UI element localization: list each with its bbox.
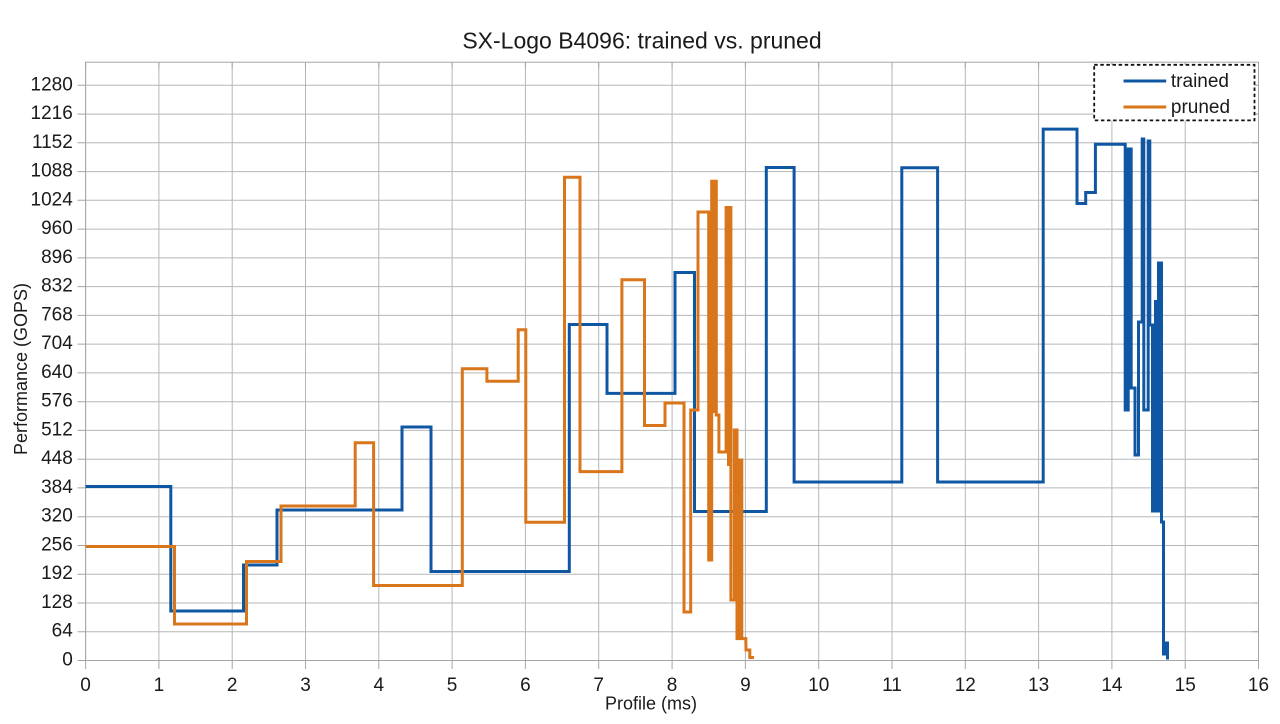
svg-text:512: 512 — [41, 419, 73, 440]
svg-text:896: 896 — [41, 247, 73, 268]
svg-text:6: 6 — [520, 675, 531, 696]
svg-text:1152: 1152 — [32, 132, 73, 153]
svg-text:13: 13 — [1028, 675, 1049, 696]
svg-text:SX-Logo B4096: trained vs. pru: SX-Logo B4096: trained vs. pruned — [462, 27, 821, 53]
svg-text:768: 768 — [41, 304, 73, 325]
svg-text:8: 8 — [667, 675, 678, 696]
svg-text:1024: 1024 — [31, 189, 74, 210]
svg-text:2: 2 — [227, 675, 238, 696]
svg-text:384: 384 — [41, 477, 73, 498]
svg-text:0: 0 — [80, 675, 91, 696]
svg-text:832: 832 — [41, 276, 73, 297]
svg-text:12: 12 — [955, 675, 976, 696]
svg-text:1280: 1280 — [31, 74, 73, 95]
svg-text:16: 16 — [1248, 675, 1269, 696]
svg-text:14: 14 — [1101, 675, 1123, 696]
svg-text:128: 128 — [41, 592, 73, 613]
svg-text:1: 1 — [154, 675, 165, 696]
svg-text:256: 256 — [41, 535, 73, 556]
svg-text:4: 4 — [374, 675, 385, 696]
svg-text:5: 5 — [447, 675, 458, 696]
svg-text:0: 0 — [62, 650, 73, 671]
svg-text:9: 9 — [740, 675, 751, 696]
svg-text:576: 576 — [41, 391, 73, 412]
svg-text:11: 11 — [882, 675, 902, 696]
svg-text:pruned: pruned — [1171, 97, 1230, 118]
svg-text:Profile (ms): Profile (ms) — [605, 694, 697, 714]
svg-text:960: 960 — [41, 218, 73, 239]
svg-text:1088: 1088 — [31, 161, 73, 182]
svg-text:trained: trained — [1171, 71, 1229, 92]
svg-text:1216: 1216 — [31, 103, 73, 124]
svg-text:640: 640 — [41, 362, 73, 383]
svg-text:15: 15 — [1175, 675, 1196, 696]
svg-text:10: 10 — [808, 675, 829, 696]
svg-text:64: 64 — [52, 621, 74, 642]
svg-text:Performance (GOPS): Performance (GOPS) — [11, 283, 31, 455]
svg-text:192: 192 — [41, 563, 73, 584]
svg-text:3: 3 — [300, 675, 311, 696]
svg-text:704: 704 — [41, 333, 73, 354]
svg-text:320: 320 — [41, 506, 73, 527]
svg-text:448: 448 — [41, 448, 73, 469]
svg-text:7: 7 — [593, 675, 604, 696]
